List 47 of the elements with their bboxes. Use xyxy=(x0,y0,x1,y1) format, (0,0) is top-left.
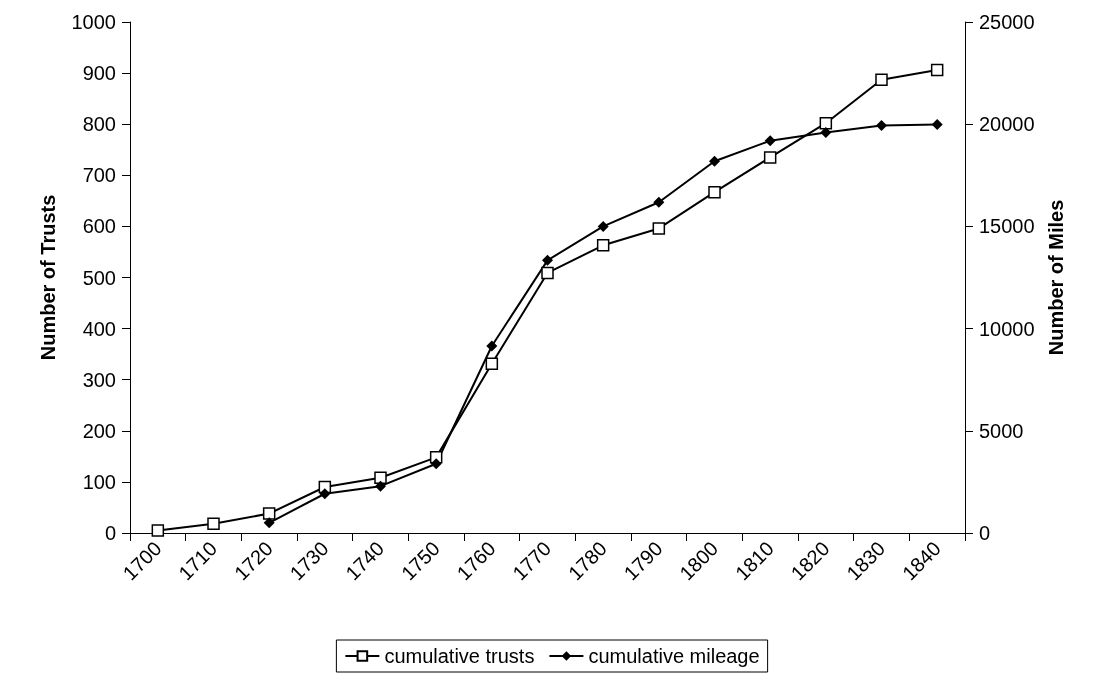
y-tick-label: 0 xyxy=(104,522,116,544)
point xyxy=(430,458,442,470)
y2-tick-label: 0 xyxy=(979,522,991,544)
point xyxy=(486,340,498,352)
point xyxy=(708,185,721,199)
point xyxy=(653,196,665,208)
point xyxy=(542,254,553,266)
point xyxy=(263,517,275,529)
y-tick-label: 800 xyxy=(82,113,116,136)
point xyxy=(764,135,776,147)
y-tick-label: 1000 xyxy=(71,11,116,33)
point xyxy=(374,471,387,485)
point xyxy=(319,488,331,500)
point xyxy=(820,127,832,139)
y-tick-label: 700 xyxy=(82,164,116,187)
point xyxy=(709,155,720,167)
point xyxy=(819,116,833,130)
point xyxy=(597,220,609,232)
point xyxy=(875,73,888,86)
legend-label: cumulative mileage xyxy=(588,645,760,667)
point xyxy=(375,480,386,492)
y-tick-label: 300 xyxy=(82,368,116,391)
point xyxy=(931,119,943,131)
y-tick-label: 200 xyxy=(82,419,116,442)
y2-tick-label: 5000 xyxy=(979,419,1024,442)
point xyxy=(652,222,666,235)
y-tick-label: 900 xyxy=(82,62,116,85)
point xyxy=(930,63,944,77)
point xyxy=(763,151,777,164)
y2-axis-title: Number of Miles xyxy=(1044,199,1067,356)
y-tick-label: 600 xyxy=(82,215,116,238)
point xyxy=(151,524,165,537)
y-tick-label: 500 xyxy=(82,266,116,289)
y-tick-label: 100 xyxy=(82,470,116,493)
point xyxy=(876,119,887,131)
y-tick-label: 400 xyxy=(82,317,116,340)
y2-tick-label: 15000 xyxy=(979,215,1035,238)
point xyxy=(262,507,276,520)
point xyxy=(596,239,610,252)
legend-label: cumulative trusts xyxy=(384,645,535,667)
point xyxy=(207,517,220,531)
point xyxy=(485,357,499,371)
y2-tick-label: 25000 xyxy=(979,11,1035,33)
y-axis-title: Number of Trusts xyxy=(37,194,59,361)
point xyxy=(541,266,554,280)
y2-tick-label: 20000 xyxy=(979,113,1035,136)
y2-tick-label: 10000 xyxy=(979,317,1035,340)
